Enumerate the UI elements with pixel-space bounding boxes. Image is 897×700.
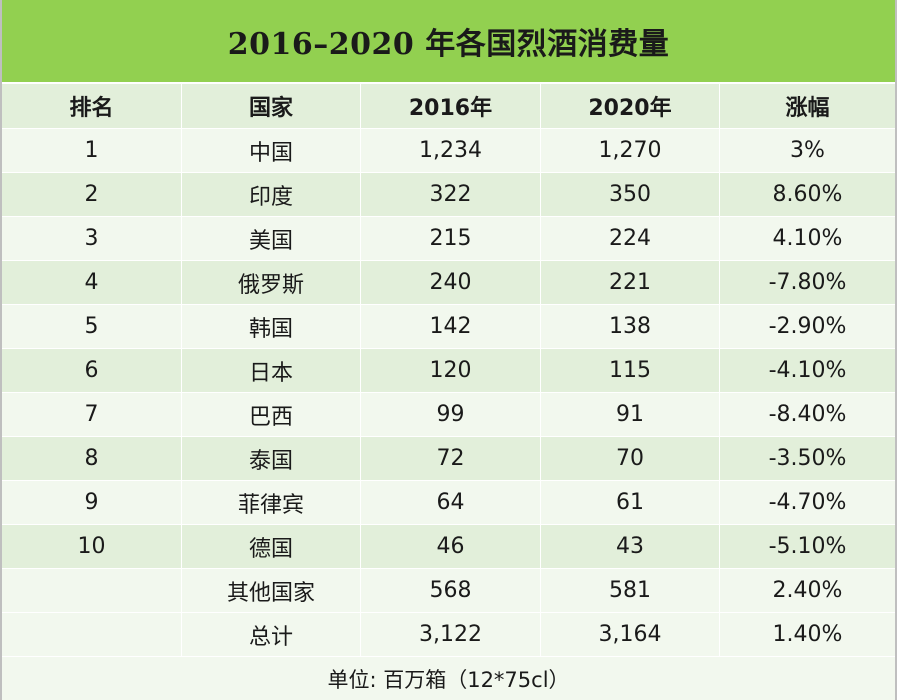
value-2020-cell: 43	[541, 525, 720, 568]
table-row: 1 中国 1,234 1,270 3%	[2, 129, 895, 173]
value-2020-cell: 224	[541, 217, 720, 260]
table-row: 其他国家 568 581 2.40%	[2, 569, 895, 613]
growth-cell: -5.10%	[768, 534, 847, 559]
value-2016-cell: 142	[361, 305, 541, 348]
value-2020-cell: 70	[541, 437, 720, 480]
table-row: 9 菲律宾 64 61 -4.70%	[2, 481, 895, 525]
value-2016-cell: 215	[361, 217, 541, 260]
value-2020-cell: 91	[541, 393, 720, 436]
value-2020-cell: 350	[541, 173, 720, 216]
column-header-rank: 排名	[2, 84, 182, 128]
value-2020-cell: 115	[541, 349, 720, 392]
country-cell: 总计	[182, 613, 361, 656]
table-row: 2 印度 322 350 8.60%	[2, 173, 895, 217]
country-cell: 俄罗斯	[182, 261, 361, 304]
table-title: 2016–2020 年各国烈酒消费量	[227, 27, 670, 62]
table-row: 3 美国 215 224 4.10%	[2, 217, 895, 261]
rank-cell: 2	[2, 173, 182, 216]
rank-cell: 8	[2, 437, 182, 480]
country-cell: 美国	[182, 217, 361, 260]
growth-cell: 2.40%	[772, 578, 843, 603]
growth-cell: -3.50%	[768, 446, 847, 471]
column-header-growth: 涨幅	[785, 96, 830, 121]
growth-cell: 4.10%	[772, 226, 843, 251]
country-cell: 其他国家	[182, 569, 361, 612]
growth-cell: -7.80%	[768, 270, 847, 295]
country-cell: 日本	[182, 349, 361, 392]
rank-cell	[2, 613, 182, 656]
country-cell: 泰国	[182, 437, 361, 480]
value-2016-cell: 3,122	[361, 613, 541, 656]
rank-cell: 6	[2, 349, 182, 392]
value-2020-cell: 1,270	[541, 129, 720, 172]
country-cell: 印度	[182, 173, 361, 216]
table-row: 6 日本 120 115 -4.10%	[2, 349, 895, 393]
value-2020-cell: 61	[541, 481, 720, 524]
total-row: 总计 3,122 3,164 1.40%	[2, 613, 895, 657]
table-row: 8 泰国 72 70 -3.50%	[2, 437, 895, 481]
column-header-2016: 2016年	[361, 84, 541, 128]
value-2016-cell: 46	[361, 525, 541, 568]
growth-cell: -4.10%	[768, 358, 847, 383]
column-header-2020: 2020年	[541, 84, 720, 128]
growth-cell: 3%	[790, 138, 825, 163]
rank-cell: 3	[2, 217, 182, 260]
growth-cell: -2.90%	[768, 314, 847, 339]
table-row: 5 韩国 142 138 -2.90%	[2, 305, 895, 349]
value-2020-cell: 3,164	[541, 613, 720, 656]
table-row: 4 俄罗斯 240 221 -7.80%	[2, 261, 895, 305]
rank-cell: 10	[2, 525, 182, 568]
growth-cell: 8.60%	[772, 182, 843, 207]
footnote-row: 单位: 百万箱（12*75cl）	[2, 657, 895, 700]
value-2016-cell: 568	[361, 569, 541, 612]
country-cell: 韩国	[182, 305, 361, 348]
rank-cell: 7	[2, 393, 182, 436]
rank-cell: 4	[2, 261, 182, 304]
value-2016-cell: 120	[361, 349, 541, 392]
rank-cell: 1	[2, 129, 182, 172]
value-2020-cell: 581	[541, 569, 720, 612]
unit-footnote: 单位: 百万箱（12*75cl）	[327, 667, 570, 692]
country-cell: 德国	[182, 525, 361, 568]
column-header-country: 国家	[182, 84, 361, 128]
growth-cell: -8.40%	[768, 402, 847, 427]
table-row: 10 德国 46 43 -5.10%	[2, 525, 895, 569]
value-2016-cell: 99	[361, 393, 541, 436]
value-2016-cell: 1,234	[361, 129, 541, 172]
value-2020-cell: 221	[541, 261, 720, 304]
rank-cell: 5	[2, 305, 182, 348]
growth-cell: -4.70%	[768, 490, 847, 515]
growth-cell: 1.40%	[772, 622, 843, 647]
rank-cell: 9	[2, 481, 182, 524]
header-row: 排名 国家 2016年 2020年 涨幅	[2, 84, 895, 129]
value-2016-cell: 64	[361, 481, 541, 524]
country-cell: 中国	[182, 129, 361, 172]
country-cell: 巴西	[182, 393, 361, 436]
table-row: 7 巴西 99 91 -8.40%	[2, 393, 895, 437]
value-2016-cell: 72	[361, 437, 541, 480]
value-2016-cell: 240	[361, 261, 541, 304]
country-cell: 菲律宾	[182, 481, 361, 524]
value-2020-cell: 138	[541, 305, 720, 348]
table-grid: 排名 国家 2016年 2020年 涨幅 1 中国 1,234 1,270 3%…	[2, 84, 895, 700]
rank-cell	[2, 569, 182, 612]
value-2016-cell: 322	[361, 173, 541, 216]
title-bar: 2016–2020 年各国烈酒消费量	[2, 0, 895, 84]
